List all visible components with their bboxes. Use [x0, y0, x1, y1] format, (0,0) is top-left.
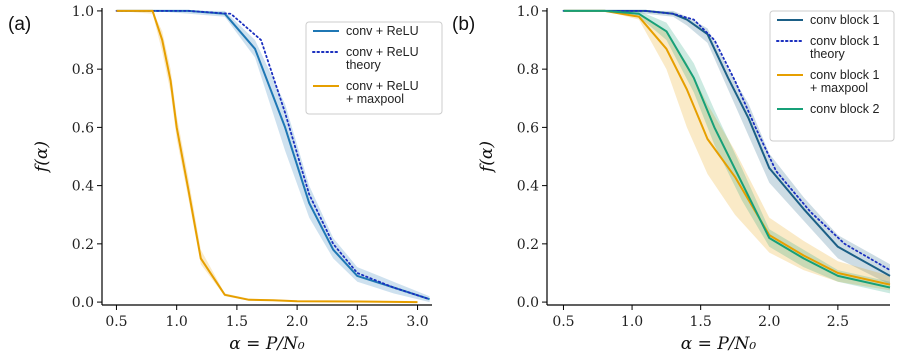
x-tick-label: 0.5 [552, 314, 574, 330]
series-line [563, 9, 891, 289]
legend-label: conv + ReLU [346, 45, 419, 59]
y-tick-label: 0.4 [72, 179, 94, 195]
chart-panel-a: 0.5 1.0 1.5 2.0 2.5 3.0 0.0 0.2 0.4 0.6 0.8 1.0 α = … [8, 4, 443, 354]
x-tick-label: 2.0 [286, 314, 308, 330]
y-tick-label: 1.0 [517, 4, 539, 20]
x-tick-label: 3.0 [406, 314, 428, 330]
y-tick-label: 0.0 [517, 295, 539, 311]
x-tick-label: 1.5 [690, 314, 712, 330]
legend-label: + maxpool [810, 81, 868, 95]
x-axis-label: α = P/N₀ [229, 334, 305, 354]
y-axis-label: f(α) [477, 141, 497, 174]
legend-label: conv block 1 [810, 13, 880, 27]
legend-label: conv + ReLU [346, 79, 419, 93]
chart-panel-b: 0.5 1.0 1.5 2.0 2.5 0.0 0.2 0.4 0.6 0.8 1.0 α = P/N… [452, 4, 895, 354]
panel-label: (b) [452, 14, 475, 35]
y-tick-label: 0.4 [517, 179, 539, 195]
x-tick-label: 2.0 [758, 314, 780, 330]
confidence-band [563, 10, 890, 285]
legend-label: theory [810, 47, 845, 61]
x-axis-label: α = P/N₀ [681, 334, 757, 354]
panel-label: (a) [8, 14, 31, 35]
y-tick-label: 0.2 [72, 237, 94, 253]
y-tick-label: 0.8 [517, 62, 539, 78]
x-tick-label: 2.5 [827, 314, 849, 330]
y-tick-label: 0.6 [517, 120, 539, 136]
legend-label: conv + ReLU [346, 24, 419, 38]
legend-label: conv block 1 [810, 34, 880, 48]
legend-label: conv block 1 [810, 68, 880, 82]
series-line [562, 9, 891, 272]
series-line [563, 9, 891, 286]
legend-label: theory [346, 58, 381, 72]
y-tick-label: 0.6 [72, 120, 94, 136]
y-tick-label: 0.8 [72, 62, 94, 78]
series-line [563, 9, 891, 277]
legend-label: + maxpool [346, 92, 404, 106]
x-tick-label: 1.0 [166, 314, 188, 330]
y-axis-label: f(α) [32, 141, 52, 174]
x-tick-label: 0.5 [105, 314, 127, 330]
legend-frame [305, 21, 443, 115]
legend-label: conv block 2 [810, 102, 880, 116]
x-tick-label: 1.0 [621, 314, 643, 330]
x-tick-label: 1.5 [226, 314, 248, 330]
y-tick-label: 0.0 [72, 295, 94, 311]
y-tick-label: 0.2 [517, 237, 539, 253]
series-line [115, 9, 431, 301]
series-line [116, 9, 418, 304]
x-tick-label: 2.5 [346, 314, 368, 330]
y-tick-label: 1.0 [72, 4, 94, 20]
